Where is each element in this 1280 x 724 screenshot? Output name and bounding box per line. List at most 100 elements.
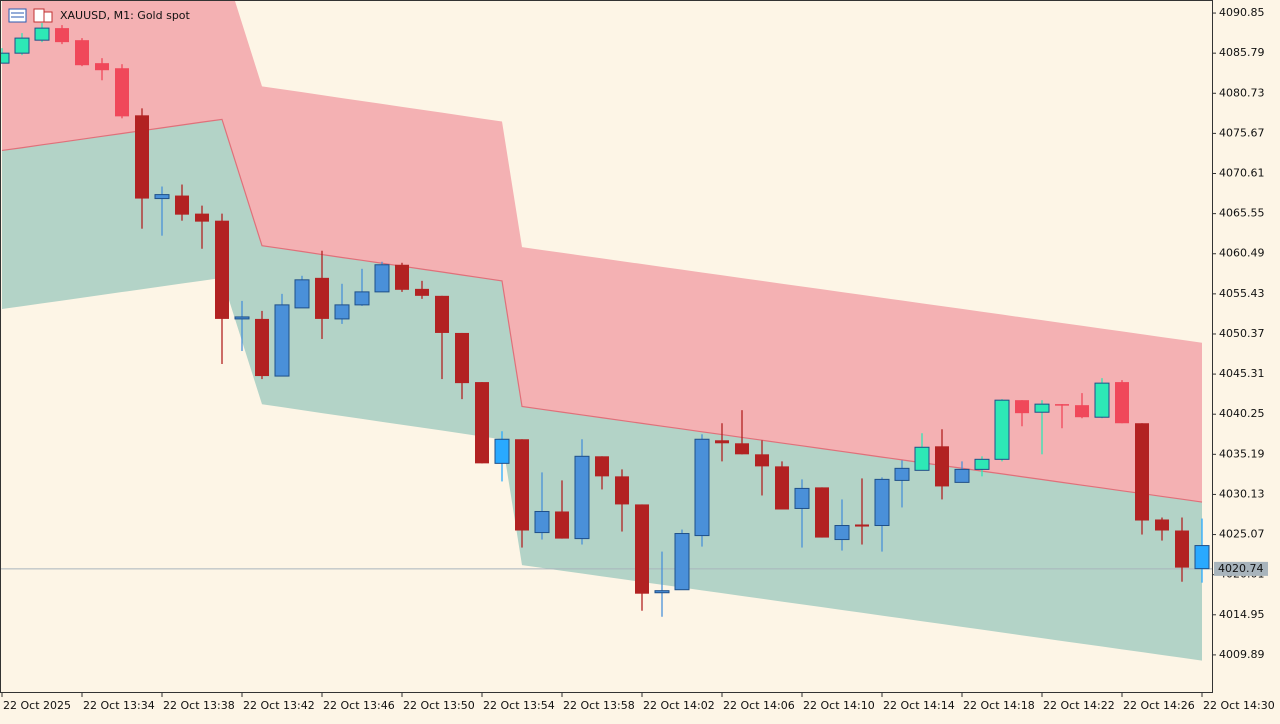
candle-body [1094,382,1110,418]
x-tick-label: 22 Oct 14:30 [1203,699,1275,712]
candle-body [935,446,949,487]
candle-body [815,487,829,538]
lower-band-area [2,119,1202,661]
candle-body [195,213,209,222]
candle-body [115,68,129,117]
x-tick-label: 22 Oct 14:02 [643,699,715,712]
x-tick-label: 22 Oct 13:34 [83,699,155,712]
candle-body [75,40,89,66]
candle-body [354,291,370,306]
candle-body [674,533,690,591]
icon [43,11,53,23]
candle-body [34,27,50,41]
candle-body [694,438,710,537]
candle-body [994,399,1010,460]
candle-body [135,115,149,199]
y-tick-label: 4045.31 [1219,367,1265,380]
candle-body [855,524,869,527]
x-tick-label: 22 Oct 13:38 [163,699,235,712]
y-tick-label: 4090.85 [1219,6,1265,19]
x-tick-label: 22 Oct 14:06 [723,699,795,712]
y-tick-label: 4055.43 [1219,287,1265,300]
candle-body [1115,382,1129,424]
candle-body [255,318,269,377]
candle-body [315,277,329,319]
icon [8,8,27,23]
middle-band-line [1,118,1203,503]
candle-body [455,332,469,384]
y-tick-label: 4085.79 [1219,46,1265,59]
x-tick-label: 22 Oct 13:50 [403,699,475,712]
candle-body [1155,519,1169,531]
x-tick-label: 22 Oct 13:58 [563,699,635,712]
candles [1,23,1210,617]
candle-body [234,316,250,320]
candle-body [1,52,10,64]
candle-body [635,504,649,594]
x-tick-label: 22 Oct 2025 [3,699,71,712]
y-tick-label: 4060.49 [1219,247,1265,260]
x-tick-label: 22 Oct 14:18 [963,699,1035,712]
y-tick-label: 4040.25 [1219,407,1265,420]
x-tick-label: 22 Oct 14:26 [1123,699,1195,712]
candle-body [1075,405,1089,418]
candle-body [794,487,810,509]
chart-title: XAUUSD, M1: Gold spot [60,9,191,22]
plot-border [0,0,1213,693]
axes: 4090.85 4085.79 4080.73 4075.67 4070.61 4065.… [1,6,1275,712]
candle-body [1015,400,1029,414]
candle-body [215,220,229,319]
last-price-box [1214,561,1268,576]
candle-body [1135,423,1149,521]
candle-body [654,590,670,594]
y-tick-label: 4080.73 [1219,86,1265,99]
candle-body [775,466,789,510]
candle-body [95,63,109,71]
candle-body [914,446,930,471]
candle-body [1055,404,1069,406]
y-tick-label: 4025.07 [1219,528,1265,541]
y-tick-label: 4075.67 [1219,126,1265,139]
header: XAUUSD, M1: Gold spot [8,8,191,23]
candle-body [515,439,529,531]
y-tick-label: 4014.95 [1219,608,1265,621]
y-tick-label: 4035.19 [1219,447,1265,460]
x-tick-label: 22 Oct 13:54 [483,699,555,712]
y-tick-label: 4050.37 [1219,327,1265,340]
upper-band-area [2,1,1202,503]
candle-body [14,37,30,54]
x-tick-label: 22 Oct 14:22 [1043,699,1115,712]
candle-body [274,304,290,377]
candle-body [954,468,970,483]
candle-body [475,382,489,464]
candle-body [574,455,590,540]
bands [1,1,1212,661]
candle-body [894,467,910,481]
candle-body [415,288,429,296]
y-tick-label: 4030.13 [1219,487,1265,500]
candle-body [874,478,890,527]
candle-body [974,458,990,470]
candle-body [534,510,550,534]
candle-body [55,28,69,43]
x-tick-label: 22 Oct 13:46 [323,699,395,712]
candle-body [755,454,769,467]
candle-body [595,456,609,477]
candle-body [715,440,729,444]
candle-body [615,476,629,505]
candle-body [175,195,189,215]
x-tick-label: 22 Oct 14:14 [883,699,955,712]
x-tick-label: 22 Oct 13:42 [243,699,315,712]
candle-body [294,279,310,309]
x-tick-label: 22 Oct 14:10 [803,699,875,712]
candle-body [395,264,409,290]
y-tick-label: 4070.61 [1219,167,1265,180]
candle-body [834,525,850,541]
candle-body [494,438,510,464]
candle-body [334,304,350,320]
y-tick-label: 4065.55 [1219,207,1265,220]
last-price-label: 4020.74 [1218,562,1264,575]
candle-body [435,295,449,333]
